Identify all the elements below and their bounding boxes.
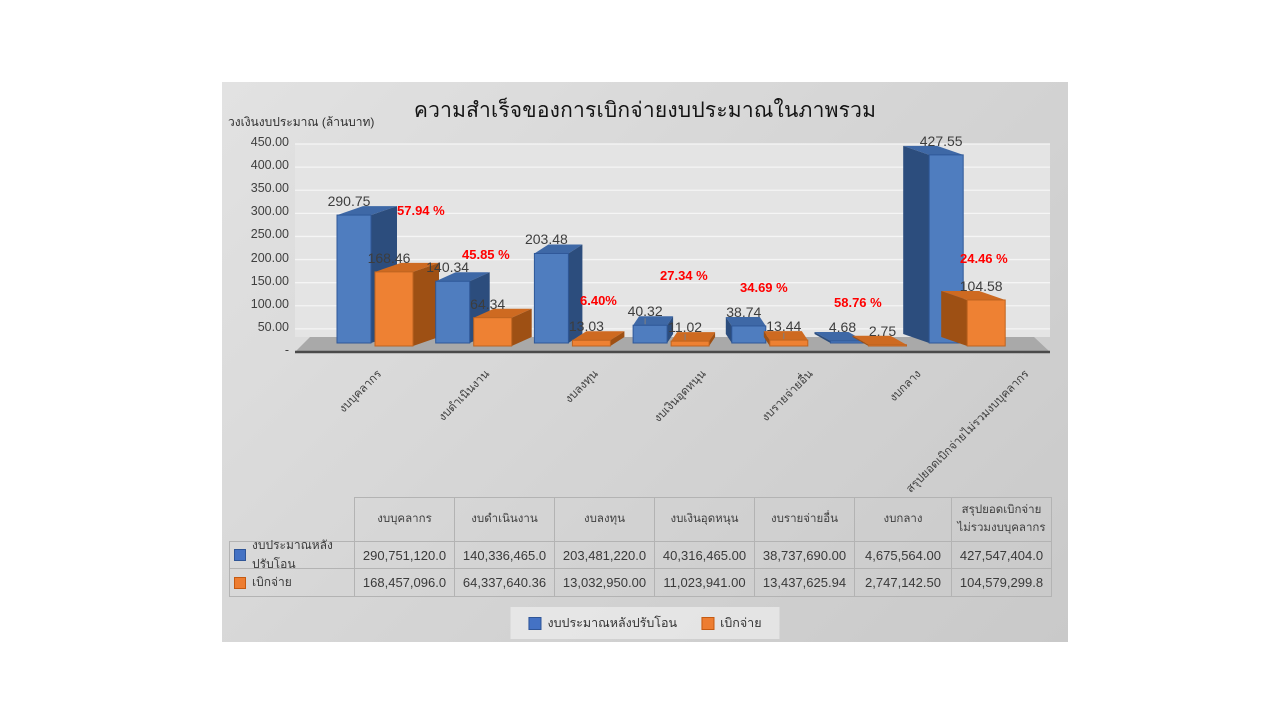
bar-top-budget — [435, 272, 490, 282]
table-cell: 4,675,564.00 — [855, 542, 952, 569]
bar-top-budget — [725, 316, 766, 326]
bar-side-disbursed — [413, 262, 439, 346]
bar-side-disbursed — [511, 308, 532, 346]
bar-top-disbursed — [763, 331, 808, 341]
table-cell: 11,023,941.00 — [655, 569, 755, 597]
chart-legend: งบประมาณหลังปรับโอน เบิกจ่าย — [510, 607, 780, 639]
bar-group-3 — [533, 244, 625, 347]
table-header-cell: งบเงินอุดหนุน — [655, 497, 755, 542]
bar-side-budget — [814, 331, 831, 343]
bar-top-budget — [814, 331, 865, 341]
bar-disbursed-2 — [473, 317, 513, 347]
bar-top-disbursed — [852, 335, 907, 345]
legend-swatch — [701, 616, 715, 630]
bar-side-budget — [903, 145, 930, 343]
bar-top-disbursed — [572, 331, 625, 341]
table-header-cell: งบกลาง — [855, 497, 952, 542]
table-header-cell: งบลงทุน — [555, 497, 655, 542]
bar-group-7 — [903, 145, 1006, 347]
bar-budget-5 — [731, 325, 767, 344]
table-row-label-text: เบิกจ่าย — [252, 575, 292, 589]
bar-budget-1 — [336, 214, 372, 344]
bar-top-budget — [903, 145, 964, 155]
legend-label: เบิกจ่าย — [720, 616, 762, 630]
bar-budget-6 — [830, 340, 865, 344]
chart-title: ความสำเร็จของการเบิกจ่ายงบประมาณในภาพรวม — [413, 99, 877, 122]
bar-budget-3 — [533, 252, 569, 344]
bar-group-6 — [814, 331, 907, 347]
bar-side-disbursed — [852, 335, 869, 346]
data-table: งบบุคลากร งบดำเนินงาน งบลงทุน งบเงินอุดหนุน… — [229, 497, 1052, 597]
series-swatch — [234, 549, 246, 561]
bar-side-budget — [568, 244, 583, 343]
table-row-label: งบประมาณหลังปรับโอน — [229, 538, 355, 571]
chart-plot-area — [295, 143, 1050, 354]
bar-group-2 — [435, 272, 532, 347]
bar-budget-2 — [435, 280, 471, 344]
bar-top-budget — [534, 244, 583, 254]
legend-item: งบประมาณหลังปรับโอน — [528, 613, 677, 633]
bar-top-budget — [633, 316, 674, 326]
table-cell: 104,579,299.8 — [952, 569, 1052, 597]
slide-canvas: ความสำเร็จของการเบิกจ่ายงบประมาณในภาพรวม… — [222, 82, 1068, 642]
table-cell: 13,032,950.00 — [555, 569, 655, 597]
bar-disbursed-3 — [571, 339, 611, 347]
table-cell: 13,437,625.94 — [755, 569, 855, 597]
table-cell: 2,747,142.50 — [855, 569, 952, 597]
bar-side-budget — [667, 316, 674, 343]
table-header-cell: งบบุคลากร — [355, 497, 455, 542]
bar-group-4 — [632, 316, 716, 347]
bar-top-disbursed — [375, 262, 439, 272]
table-cell: 203,481,220.0 — [555, 542, 655, 569]
table-header-cell: สรุปยอดเบิกจ่ายไม่รวมงบบุคลากร — [952, 497, 1052, 542]
table-cell: 427,547,404.0 — [952, 542, 1052, 569]
table-corner-cell — [229, 497, 355, 542]
bar-side-disbursed — [610, 331, 625, 346]
legend-swatch — [528, 616, 542, 630]
bar-top-disbursed — [671, 332, 716, 342]
bar-disbursed-1 — [374, 271, 414, 347]
legend-label: งบประมาณหลังปรับโอน — [547, 616, 678, 630]
series-swatch — [234, 576, 246, 589]
bar-disbursed-4 — [670, 340, 710, 347]
bar-top-disbursed — [941, 290, 1006, 300]
table-cell: 168,457,096.0 — [355, 569, 455, 597]
table-row-label: เบิกจ่าย — [229, 569, 355, 597]
bar-top-disbursed — [473, 308, 532, 318]
bar-side-disbursed — [763, 331, 770, 346]
legend-item: เบิกจ่าย — [701, 613, 762, 633]
table-cell: 290,751,120.0 — [355, 542, 455, 569]
bar-top-budget — [337, 206, 397, 216]
table-header-cell: งบดำเนินงาน — [455, 497, 555, 542]
bar-disbursed-7 — [966, 299, 1006, 347]
table-cell: 64,337,640.36 — [455, 569, 555, 597]
bar-group-1 — [336, 206, 439, 347]
bar-side-budget — [725, 316, 732, 343]
table-cell: 38,737,690.00 — [755, 542, 855, 569]
bar-budget-4 — [632, 324, 668, 344]
bar-disbursed-6 — [868, 344, 907, 347]
table-cell: 140,336,465.0 — [455, 542, 555, 569]
bar-group-5 — [725, 316, 809, 347]
table-header-cell: งบรายจ่ายอื่น — [755, 497, 855, 542]
bar-disbursed-5 — [769, 339, 809, 347]
bar-side-disbursed — [941, 290, 968, 346]
bar-side-disbursed — [709, 332, 716, 346]
y-axis-title: วงเงินงบประมาณ (ล้านบาท) — [228, 115, 375, 129]
table-row-label-text: งบประมาณหลังปรับโอน — [252, 538, 333, 571]
table-cell: 40,316,465.00 — [655, 542, 755, 569]
